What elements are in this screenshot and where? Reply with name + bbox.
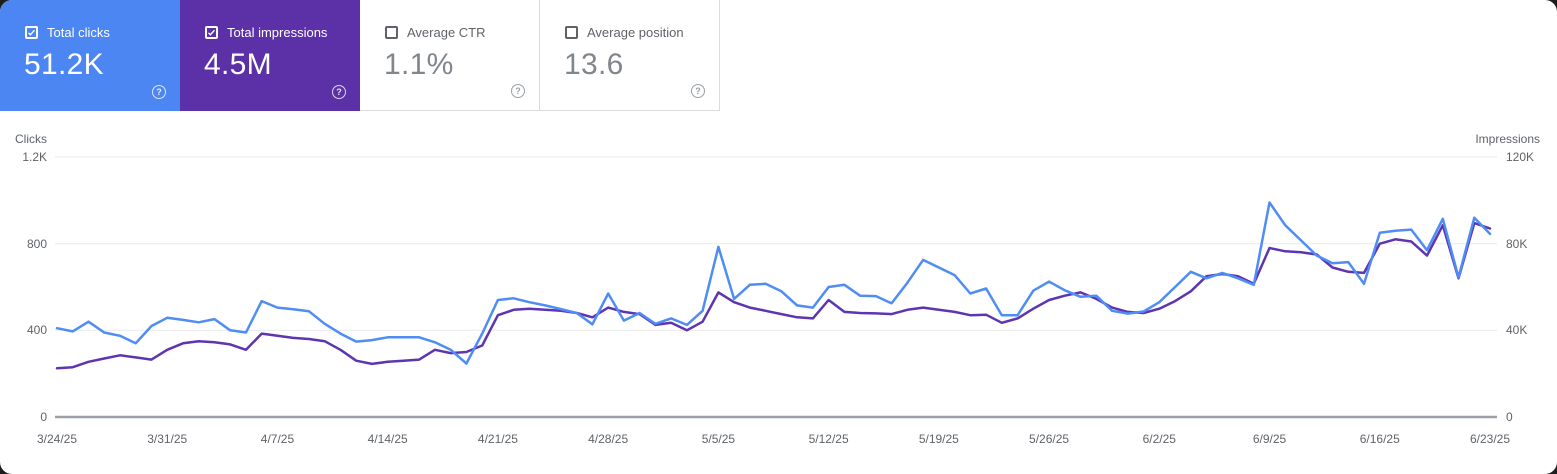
help-icon[interactable]: ? — [332, 85, 346, 99]
metric-label: Average position — [587, 25, 684, 40]
help-icon[interactable]: ? — [511, 84, 525, 98]
metric-card-average-position[interactable]: Average position 13.6 ? — [540, 0, 720, 111]
metric-card-total-clicks[interactable]: Total clicks 51.2K ? — [0, 0, 180, 111]
metric-value: 4.5M — [204, 48, 272, 81]
clicks-line-series[interactable] — [55, 201, 1492, 365]
metric-label: Total clicks — [47, 25, 110, 40]
metric-value: 51.2K — [24, 48, 104, 81]
metric-value: 1.1% — [384, 48, 454, 81]
help-icon[interactable]: ? — [691, 84, 705, 98]
metric-card-average-ctr[interactable]: Average CTR 1.1% ? — [360, 0, 540, 111]
metric-value: 13.6 — [564, 48, 624, 81]
checkbox-unchecked-icon[interactable] — [565, 26, 578, 39]
metric-cards-row: Total clicks 51.2K ? Total impressions 4… — [0, 0, 720, 111]
checkbox-unchecked-icon[interactable] — [385, 26, 398, 39]
help-icon[interactable]: ? — [152, 85, 166, 99]
metric-label: Average CTR — [407, 25, 486, 40]
metric-label: Total impressions — [227, 25, 328, 40]
metric-card-total-impressions[interactable]: Total impressions 4.5M ? — [180, 0, 360, 111]
impressions-line-series[interactable] — [55, 221, 1492, 370]
checkbox-checked-icon[interactable] — [25, 26, 38, 39]
checkbox-checked-icon[interactable] — [205, 26, 218, 39]
